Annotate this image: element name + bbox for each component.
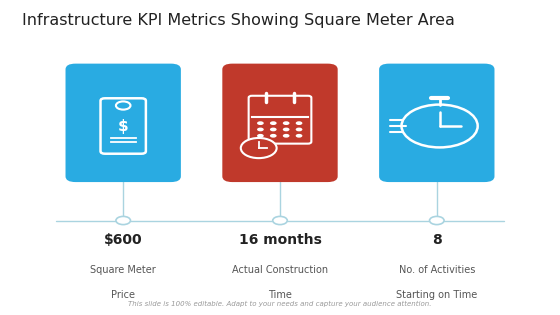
Text: Square Meter: Square Meter <box>90 265 156 275</box>
Circle shape <box>257 128 264 131</box>
Text: Actual Construction: Actual Construction <box>232 265 328 275</box>
FancyBboxPatch shape <box>66 64 181 182</box>
Text: This slide is 100% editable. Adapt to your needs and capture your audience atten: This slide is 100% editable. Adapt to yo… <box>128 301 432 307</box>
Text: $: $ <box>118 118 128 134</box>
Circle shape <box>296 121 302 125</box>
Circle shape <box>241 138 277 158</box>
Circle shape <box>270 128 277 131</box>
Circle shape <box>283 128 290 131</box>
FancyBboxPatch shape <box>379 64 494 182</box>
Circle shape <box>430 216 444 225</box>
Circle shape <box>283 134 290 138</box>
Circle shape <box>116 101 130 110</box>
Text: Time: Time <box>268 290 292 300</box>
Circle shape <box>257 134 264 138</box>
Circle shape <box>296 128 302 131</box>
Circle shape <box>257 121 264 125</box>
Circle shape <box>283 121 290 125</box>
Circle shape <box>273 216 287 225</box>
Text: Infrastructure KPI Metrics Showing Square Meter Area: Infrastructure KPI Metrics Showing Squar… <box>22 13 455 28</box>
Circle shape <box>270 121 277 125</box>
Text: Price: Price <box>111 290 135 300</box>
Text: $600: $600 <box>104 233 142 247</box>
Circle shape <box>116 216 130 225</box>
Text: 16 months: 16 months <box>239 233 321 247</box>
Text: No. of Activities: No. of Activities <box>399 265 475 275</box>
Circle shape <box>270 134 277 138</box>
Text: 8: 8 <box>432 233 442 247</box>
FancyBboxPatch shape <box>222 64 338 182</box>
Circle shape <box>296 134 302 138</box>
Text: Starting on Time: Starting on Time <box>396 290 478 300</box>
